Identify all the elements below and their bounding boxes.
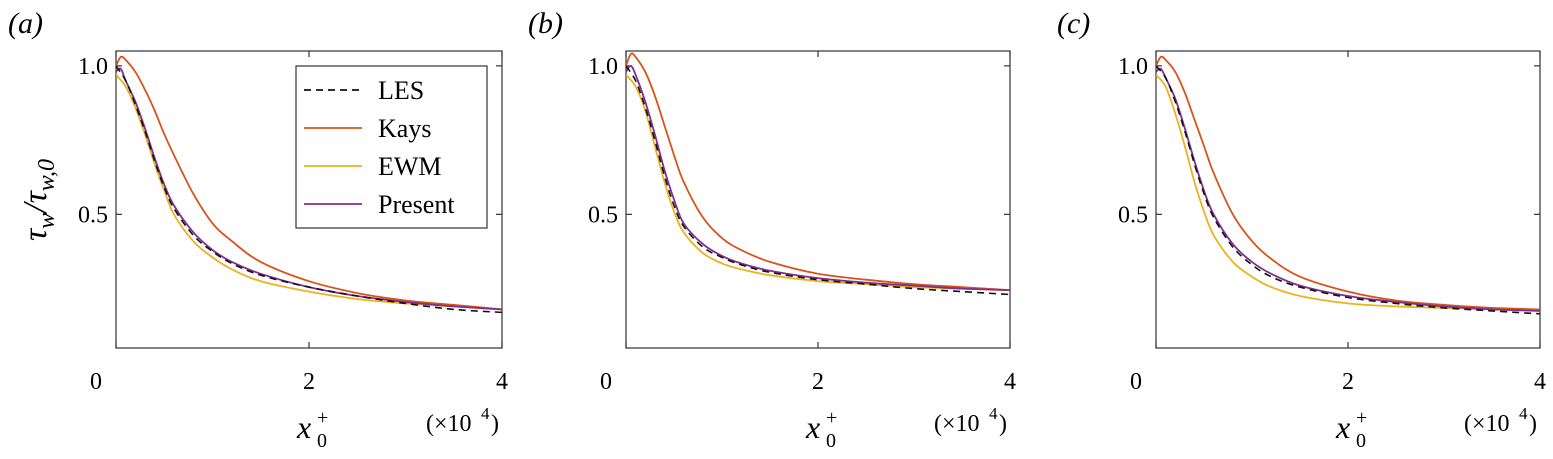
series-line-kays [116, 55, 502, 311]
x-axis-label: x [1335, 409, 1350, 445]
chart-panel-2: 0.5 1.0 0 2 4 (c) x +0 (×10 4) [1057, 7, 1546, 452]
x-axis-label-sub: 0 [317, 430, 327, 452]
chart-panel-0: 0.5 1.0 0 2 4 (a) x +0 (×10 4) LES Kays EWM Present [8, 7, 508, 452]
y-axis-label: τw/τw,0 [17, 159, 60, 241]
legend-entry-present: Present [378, 190, 455, 219]
y-tick-label: 1.0 [78, 54, 108, 80]
series-line-present [116, 67, 502, 311]
series-line-ewm [626, 74, 1010, 291]
x-axis-label-sup: + [826, 407, 837, 429]
y-tick-label: 0.5 [78, 202, 108, 228]
x-tick-label: 4 [1534, 369, 1546, 395]
y-label-sub-w0: w,0 [34, 159, 60, 191]
x-axis-label: x [805, 409, 820, 445]
x-multiplier-exp: 4 [481, 404, 490, 423]
legend-entry-ewm: EWM [378, 152, 442, 181]
y-tick-label: 1.0 [588, 54, 618, 80]
x-tick-label: 4 [1004, 369, 1016, 395]
x-multiplier-close: ) [1529, 411, 1537, 437]
x-multiplier: (×10 [934, 411, 980, 437]
y-tick-label: 0.5 [588, 202, 618, 228]
panel-label: (c) [1057, 7, 1090, 40]
series-line-present [1156, 67, 1540, 312]
series-line-ewm [116, 74, 502, 311]
x-multiplier: (×10 [1464, 411, 1510, 437]
x-multiplier: (×10 [426, 411, 472, 437]
series-line-les [116, 65, 502, 314]
x-axis-label-sup: + [317, 407, 328, 429]
legend-entry-kays: Kays [378, 114, 431, 143]
y-label-tau2: τ [17, 189, 54, 203]
chart-panel-1: 0.5 1.0 0 2 4 (b) x +0 (×10 4) [528, 7, 1016, 452]
x-multiplier-exp: 4 [989, 404, 998, 423]
y-label-tau: τ [17, 227, 54, 241]
legend-box [295, 65, 488, 229]
y-label-slash: / [17, 200, 54, 215]
x-axis-label: x [296, 409, 311, 445]
x-tick-label: 0 [1130, 369, 1142, 395]
y-tick-label: 1.0 [1118, 54, 1148, 80]
x-axis-label-sub: 0 [826, 430, 836, 452]
x-tick-label: 4 [496, 369, 508, 395]
plot-frame [625, 50, 1011, 349]
y-tick-label: 0.5 [1118, 202, 1148, 228]
series-line-les [626, 65, 1010, 296]
legend-entry-les: LES [378, 76, 424, 105]
y-label-sub-w: w [34, 213, 60, 229]
series-line-les [1156, 65, 1540, 315]
x-multiplier-exp: 4 [1519, 404, 1528, 423]
x-tick-label: 2 [812, 369, 824, 395]
x-tick-label: 2 [1342, 369, 1354, 395]
x-tick-label: 0 [600, 369, 612, 395]
x-multiplier-close: ) [999, 411, 1007, 437]
series-line-kays [626, 52, 1010, 291]
x-tick-label: 0 [90, 369, 102, 395]
series-line-kays [1156, 55, 1540, 311]
panel-label: (b) [528, 7, 563, 40]
series-line-present [626, 65, 1010, 291]
x-tick-label: 2 [303, 369, 315, 395]
x-multiplier-close: ) [491, 411, 499, 437]
x-axis-label-sup: + [1356, 407, 1367, 429]
legend: LES Kays EWM Present [295, 65, 488, 229]
series-line-ewm [1156, 74, 1540, 312]
panel-label: (a) [8, 7, 43, 40]
x-axis-label-sub: 0 [1356, 430, 1366, 452]
